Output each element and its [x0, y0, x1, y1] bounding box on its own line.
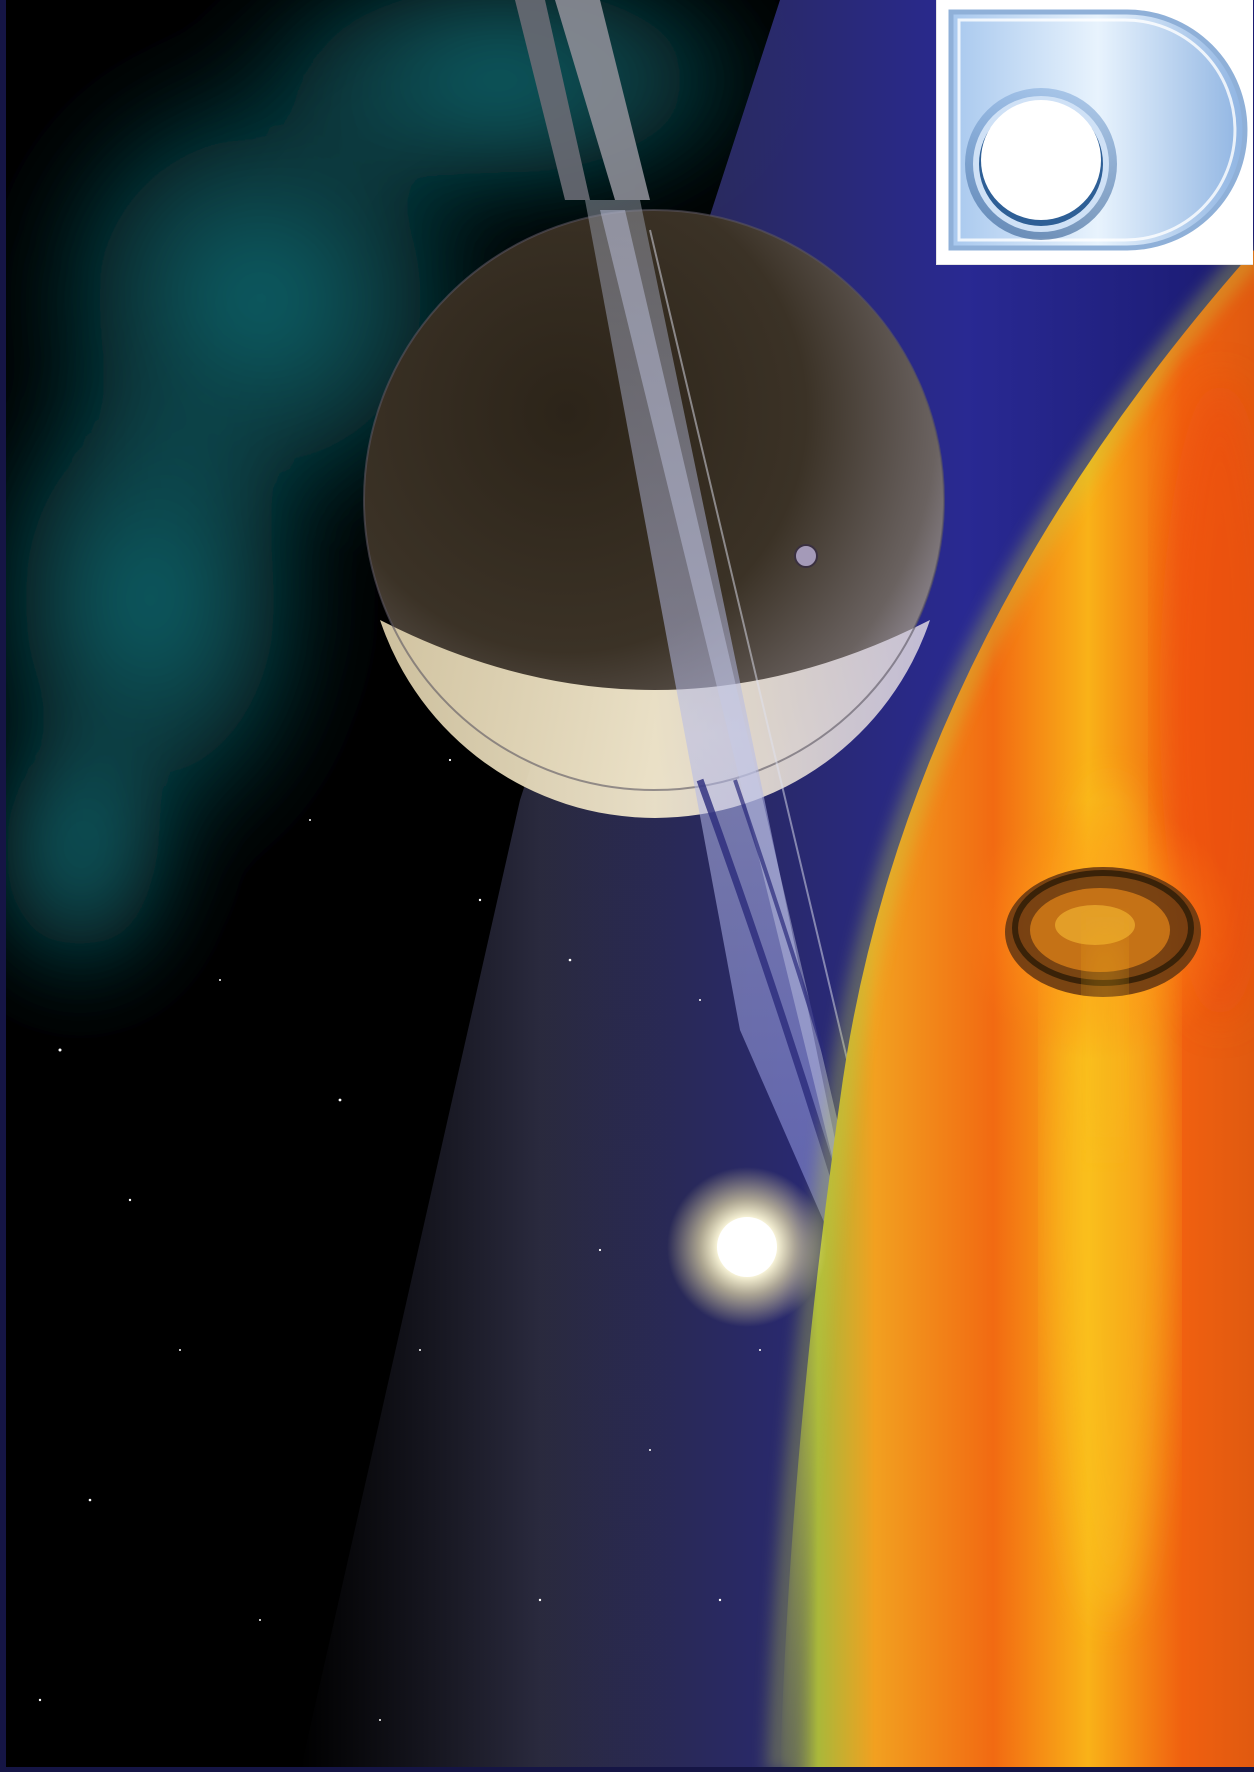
planet-rings-back [515, 0, 650, 200]
ringed-ship [960, 800, 1240, 1150]
d-shaped-logo-icon [948, 9, 1248, 251]
bright-star [667, 1167, 827, 1327]
logo-box [936, 0, 1253, 265]
small-moon [794, 544, 818, 568]
planet-rings-front [585, 200, 891, 1270]
star-field [38, 758, 761, 1721]
